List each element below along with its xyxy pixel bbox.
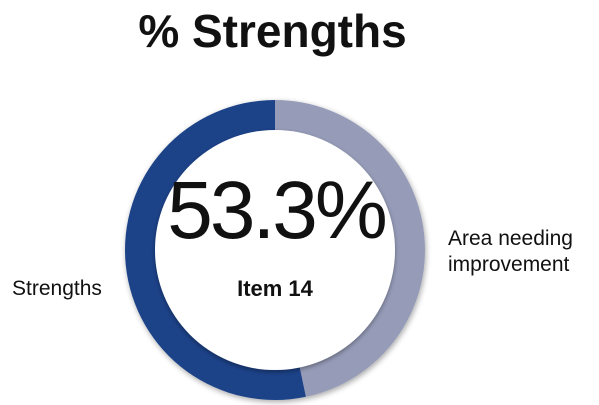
center-label: Item 14 — [237, 276, 313, 301]
donut-center — [155, 130, 395, 370]
label-area-line-1: Area needing — [448, 227, 573, 250]
center-value: 53.3% — [167, 165, 388, 256]
label-area-line-2: improvement — [448, 253, 570, 276]
label-area-needing-improvement: Area needing improvement — [448, 226, 598, 278]
label-strengths: Strengths — [12, 277, 102, 300]
chart-title: % Strengths — [138, 5, 407, 57]
